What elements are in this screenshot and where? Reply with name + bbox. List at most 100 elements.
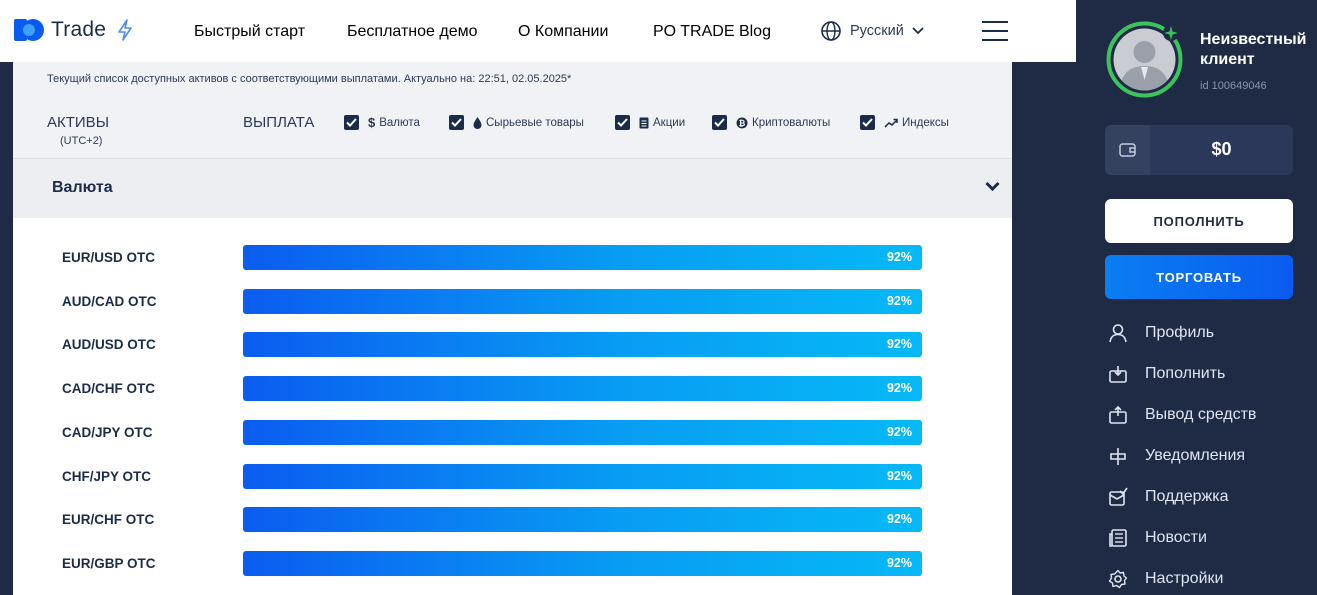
payout-bar: 92% [243, 332, 922, 358]
balance-box[interactable]: $0 [1105, 125, 1293, 175]
menu-item-deposit[interactable]: Пополнить [1108, 364, 1225, 384]
trend-icon [884, 118, 898, 128]
support-icon [1109, 487, 1128, 506]
trade-button[interactable]: ТОРГОВАТЬ [1105, 255, 1293, 299]
deposit-icon [1109, 366, 1127, 383]
checkbox-checked-icon[interactable] [449, 115, 464, 130]
nav-free-demo[interactable]: Бесплатное демо [347, 23, 478, 40]
withdraw-icon [1109, 405, 1127, 424]
logo-text: Trade [51, 18, 107, 41]
globe-icon [821, 21, 841, 41]
background-strip [1012, 62, 1076, 595]
user-name-line2: клиент [1200, 51, 1255, 68]
drop-icon [473, 116, 482, 129]
checkbox-checked-icon[interactable] [615, 115, 630, 130]
filter-label: Валюта [379, 116, 420, 129]
menu-label: Поддержка [1145, 488, 1229, 505]
checkbox-checked-icon[interactable] [860, 115, 875, 130]
menu-item-profile[interactable]: Профиль [1108, 323, 1214, 343]
account-sidebar: Неизвестный клиент id 100649046 $0 ПОПОЛ… [1076, 0, 1317, 595]
asset-row[interactable]: CHF/JPY OTC 92% [13, 463, 1012, 490]
payout-percent: 92% [886, 337, 912, 352]
asset-row[interactable]: CAD/CHF OTC 92% [13, 376, 1012, 402]
menu-label: Настройки [1145, 570, 1224, 587]
payout-percent: 92% [886, 512, 912, 527]
news-icon [1109, 529, 1127, 547]
menu-label: Вывод средств [1145, 406, 1257, 423]
menu-item-withdraw[interactable]: Вывод средств [1108, 405, 1256, 425]
user-icon [1109, 324, 1127, 343]
wallet-icon [1105, 125, 1150, 175]
filter-commodities[interactable]: Сырьевые товары [449, 115, 584, 130]
section-header-currency[interactable]: Валюта [13, 158, 1012, 218]
nav-about[interactable]: О Компании [518, 23, 609, 40]
filter-crypto[interactable]: ₿ Криптовалюты [712, 115, 830, 130]
balance-value: $0 [1211, 139, 1232, 159]
asset-pair-name: AUD/CAD OTC [62, 293, 157, 309]
top-header: Trade Быстрый старт Бесплатное демо О Ко… [0, 0, 1076, 62]
asset-pair-name: CAD/CHF OTC [62, 381, 155, 397]
asset-row[interactable]: AUD/USD OTC 92% [13, 332, 1012, 358]
nav-blog[interactable]: PO TRADE Blog [653, 23, 771, 40]
menu-label: Пополнить [1145, 365, 1226, 382]
asset-row[interactable]: EUR/CHF OTC 92% [13, 507, 1012, 533]
dollar-icon: $ [368, 115, 376, 130]
document-icon [639, 117, 649, 128]
payout-percent: 92% [886, 468, 912, 483]
filter-indices[interactable]: Индексы [860, 115, 949, 130]
filter-label: Акции [653, 116, 686, 129]
avatar[interactable] [1105, 20, 1184, 99]
payout-percent: 92% [886, 381, 912, 396]
asset-row[interactable]: AUD/CAD OTC 92% [13, 288, 1012, 315]
settings-icon [1108, 569, 1128, 589]
checkbox-checked-icon[interactable] [712, 115, 727, 130]
asset-pair-name: CAD/JPY OTC [62, 424, 153, 440]
filter-stocks[interactable]: Акции [615, 115, 685, 130]
filter-label: Индексы [902, 116, 949, 129]
menu-label: Новости [1145, 529, 1207, 546]
asset-pair-name: AUD/USD OTC [62, 337, 156, 353]
menu-icon[interactable] [982, 21, 1008, 41]
asset-pair-name: EUR/USD OTC [62, 250, 156, 265]
filter-currency[interactable]: $ Валюта [344, 115, 420, 130]
lightning-icon [118, 19, 132, 41]
menu-item-notifications[interactable]: Уведомления [1108, 446, 1245, 466]
language-selector[interactable]: Русский [820, 20, 924, 42]
payout-percent: 92% [886, 293, 912, 308]
menu-item-settings[interactable]: Настройки [1108, 569, 1223, 589]
asset-pair-name: CHF/JPY OTC [62, 468, 152, 484]
logo[interactable]: Trade [12, 16, 134, 44]
info-bar: Текущий список доступных активов с соотв… [13, 62, 1012, 158]
asset-pair-name: EUR/GBP OTC [62, 555, 156, 571]
asset-row[interactable]: EUR/USD OTC 92% [13, 245, 1012, 271]
assets-column-header: АКТИВЫ [47, 114, 109, 131]
payout-bar: 92% [243, 507, 922, 533]
notification-icon [1110, 448, 1126, 465]
nav-quick-start[interactable]: Быстрый старт [194, 23, 306, 40]
logo-mark-icon [14, 19, 44, 41]
language-label: Русский [850, 23, 904, 39]
user-id: id 100649046 [1200, 80, 1267, 92]
chevron-down-icon [912, 27, 924, 35]
menu-item-news[interactable]: Новости [1108, 528, 1207, 548]
coin-icon: ₿ [736, 117, 748, 128]
menu-label: Профиль [1145, 324, 1215, 341]
payout-bar: 92% [243, 463, 922, 489]
deposit-button[interactable]: ПОПОЛНИТЬ [1105, 199, 1293, 243]
chevron-down-icon[interactable] [985, 181, 1000, 192]
payout-percent: 92% [886, 555, 912, 570]
payout-bar: 92% [243, 288, 922, 314]
payout-bar: 92% [243, 550, 922, 576]
filter-label: Сырьевые товары [486, 116, 584, 129]
svg-text:₿: ₿ [739, 119, 746, 128]
user-name-line1: Неизвестный [1200, 31, 1307, 48]
payout-column-header: ВЫПЛАТА [243, 114, 315, 131]
update-notice: Текущий список доступных активов с соотв… [47, 73, 572, 85]
asset-row[interactable]: EUR/GBP OTC 92% [13, 550, 1012, 577]
checkbox-checked-icon[interactable] [344, 115, 359, 130]
asset-row[interactable]: CAD/JPY OTC 92% [13, 419, 1012, 446]
payout-percent: 92% [886, 424, 912, 439]
filter-label: Криптовалюты [752, 116, 831, 129]
menu-item-support[interactable]: Поддержка [1108, 487, 1228, 507]
payout-bar: 92% [243, 419, 922, 445]
